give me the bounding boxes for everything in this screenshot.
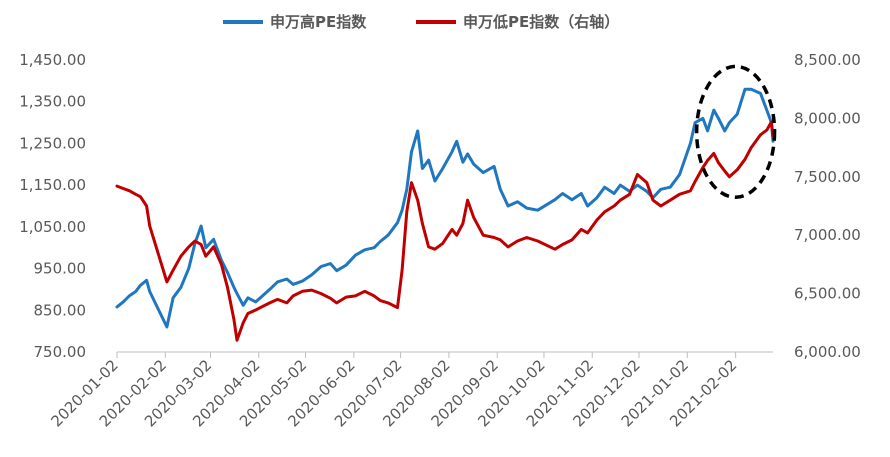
left-y-tick-label: 850.00 (34, 301, 87, 319)
right-y-tick-label: 6,500.00 (794, 285, 861, 303)
right-y-tick-label: 8,500.00 (794, 51, 861, 69)
left-y-tick-label: 750.00 (34, 343, 87, 361)
legend-item-low-pe: 申万低PE指数（右轴） (416, 13, 619, 31)
left-axis: 750.00 850.00 950.00 1,050.00 1,150.00 1,250.… (19, 51, 86, 361)
left-y-tick-label: 1,250.00 (19, 134, 86, 152)
right-y-tick-label: 8,000.00 (794, 109, 861, 127)
x-axis: 2020-01-022020-02-022020-03-022020-04-02… (47, 351, 773, 430)
left-y-tick-label: 1,150.00 (19, 176, 86, 194)
series-layer (115, 87, 775, 342)
series-line-low-pe (115, 120, 775, 342)
left-y-tick-label: 1,350.00 (19, 93, 86, 111)
right-y-tick-label: 7,500.00 (794, 168, 861, 186)
right-y-tick-label: 7,000.00 (794, 226, 861, 244)
right-axis: 6,000.00 6,500.00 7,000.00 7,500.00 8,000.00… (794, 51, 861, 361)
left-y-tick-label: 1,050.00 (19, 218, 86, 236)
series-line-high-pe (115, 87, 775, 329)
left-y-tick-label: 1,450.00 (19, 51, 86, 69)
highlight-ellipse (694, 64, 777, 199)
left-y-tick-label: 950.00 (34, 260, 87, 278)
legend: 申万高PE指数 申万低PE指数（右轴） (223, 13, 619, 31)
right-y-tick-label: 6,000.00 (794, 343, 861, 361)
legend-label: 申万高PE指数 (270, 13, 367, 31)
legend-label: 申万低PE指数（右轴） (463, 13, 619, 31)
legend-item-high-pe: 申万高PE指数 (223, 13, 367, 31)
annotation-layer (694, 64, 777, 199)
